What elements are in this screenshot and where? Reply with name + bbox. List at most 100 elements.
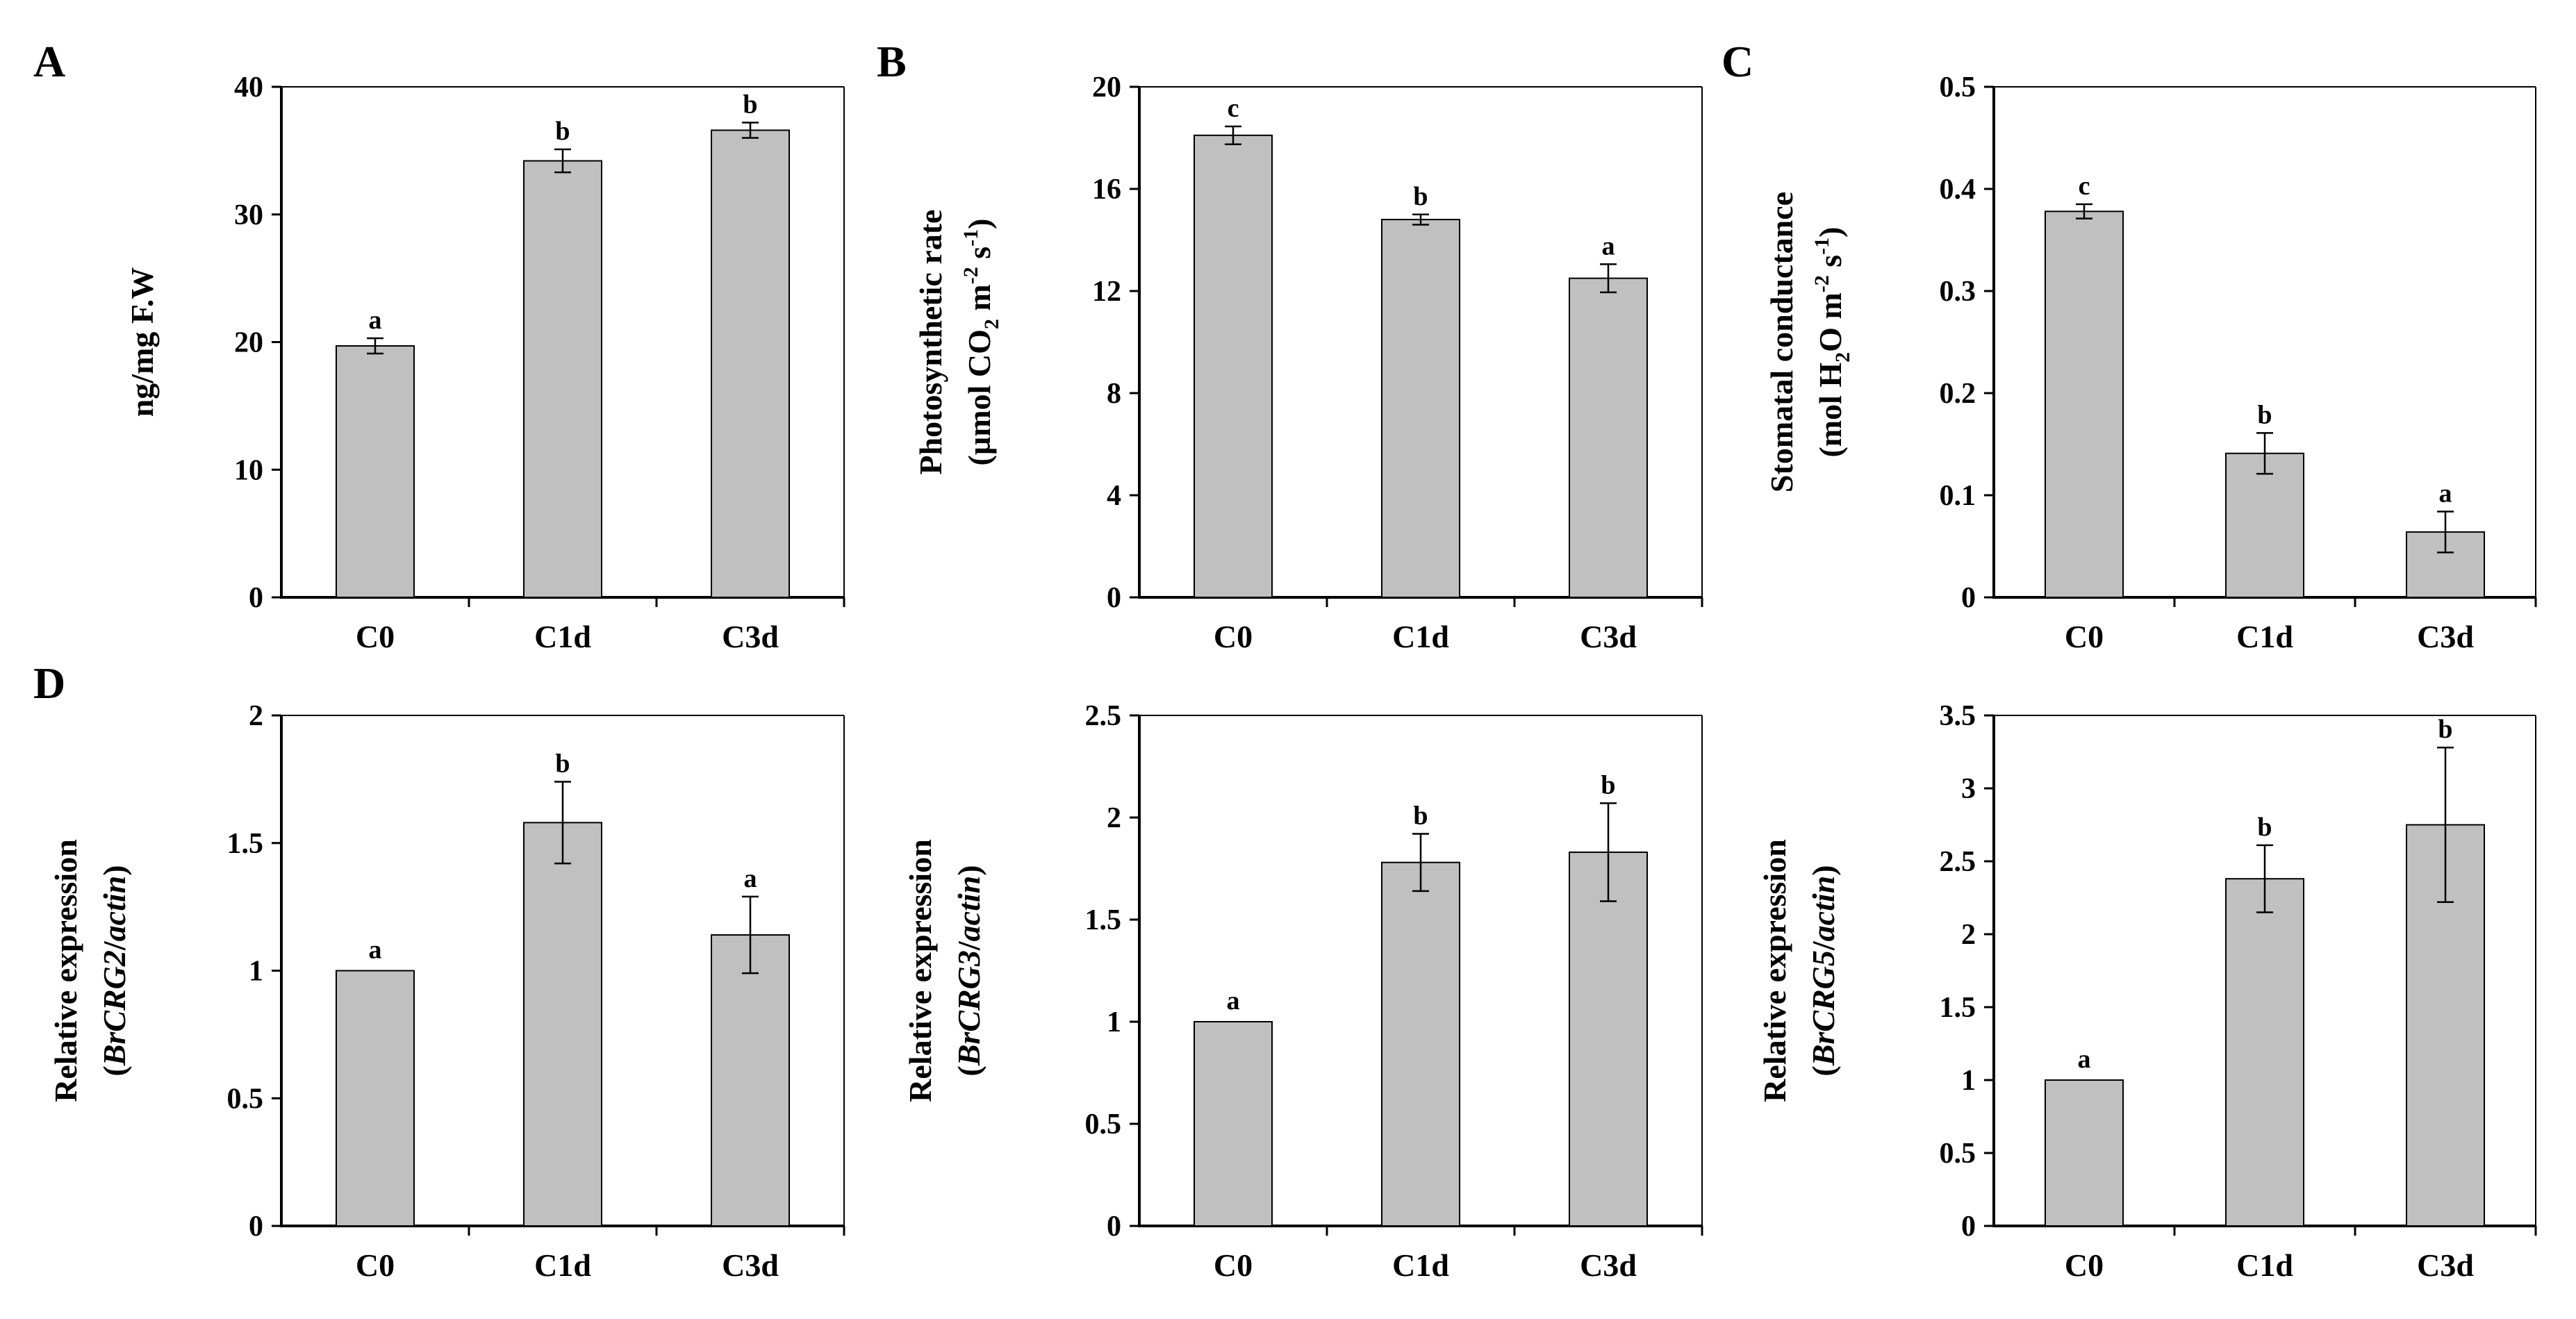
y-axis-title-line-1: Relative expression	[902, 839, 938, 1102]
y-tick-label: 1.5	[1940, 992, 1976, 1024]
y-tick-label: 2	[249, 700, 263, 732]
y-tick-label: 0.5	[1085, 1109, 1122, 1140]
y-tick-label: 0.5	[1940, 1138, 1976, 1170]
x-tick-label-C3d: C3d	[1580, 1247, 1637, 1283]
y-tick-label: 3.5	[1940, 700, 1976, 732]
bar-C0	[2045, 210, 2124, 598]
y-tick-label: 1.5	[227, 828, 264, 860]
significance-label-C1d: b	[1413, 182, 1428, 211]
bar-C1d	[523, 822, 602, 1227]
significance-label-C0: a	[369, 936, 382, 965]
x-tick-label-C3d: C3d	[2417, 619, 2474, 654]
significance-label-C3d: a	[1602, 231, 1615, 260]
chart-panel-D2: 0 0.5 1 1.5 2 2.5 a C0 b C1d b C3d Relative expressi…	[902, 700, 1703, 1283]
y-tick-label: 0	[1961, 582, 1976, 614]
significance-label-C3d: a	[2439, 479, 2452, 508]
y-tick-label: 0.5	[227, 1083, 264, 1115]
y-axis-title-line-2: (BrCRG2/actin)	[97, 865, 132, 1076]
x-tick-label-C1d: C1d	[2236, 619, 2293, 654]
x-tick-label-C1d: C1d	[1392, 1247, 1449, 1283]
bar-C1d	[523, 160, 602, 598]
significance-label-C0: c	[2079, 172, 2090, 201]
x-tick-label-C0: C0	[2065, 1247, 2104, 1283]
y-tick-label: 0	[249, 582, 263, 614]
bar-C3d	[1569, 277, 1648, 599]
chart-panel-D3: 0 0.5 1 1.5 2 2.5 3 3.5 a C0 b C1d b C3d Relative expr…	[1757, 700, 2537, 1283]
bar-C1d	[1381, 219, 1460, 599]
x-tick-label-C0: C0	[2065, 619, 2104, 654]
bar-C0	[336, 345, 415, 598]
bar-C0	[2045, 1079, 2124, 1227]
y-tick-label: 4	[1107, 480, 1121, 512]
y-tick-label: 0	[1961, 1211, 1976, 1243]
x-tick-label-C0: C0	[1214, 1247, 1253, 1283]
y-axis-title-line-2: (BrCRG3/actin)	[951, 865, 986, 1076]
bar-C3d	[711, 934, 790, 1227]
significance-label-C1d: b	[1413, 802, 1428, 831]
y-axis-title-line-1: Stomatal conductance	[1764, 192, 1799, 492]
y-tick-label: 0.4	[1940, 174, 1976, 206]
panel-label-B: B	[877, 37, 907, 86]
significance-label-C1d: b	[2257, 813, 2272, 842]
y-tick-label: 2.5	[1085, 700, 1122, 732]
y-tick-label: 1	[1961, 1065, 1976, 1097]
y-axis-title-line-2: (µmol CO2 m-2 s-1)	[959, 219, 1003, 466]
x-tick-label-C3d: C3d	[1580, 619, 1637, 654]
y-tick-label: 8	[1107, 378, 1121, 410]
y-tick-label: 1	[249, 956, 263, 988]
y-tick-label: 0	[1107, 1211, 1121, 1243]
y-axis-title-line-2: (BrCRG5/actin)	[1806, 865, 1841, 1076]
y-tick-label: 16	[1092, 174, 1121, 206]
significance-label-C1d: b	[555, 749, 570, 779]
y-tick-label: 2.5	[1940, 846, 1976, 878]
x-tick-label-C3d: C3d	[2417, 1247, 2474, 1283]
y-tick-label: 2	[1961, 919, 1976, 951]
y-tick-label: 0.1	[1940, 480, 1976, 512]
x-tick-label-C1d: C1d	[2236, 1247, 2293, 1283]
significance-label-C3d: a	[744, 864, 757, 893]
y-tick-label: 1	[1107, 1006, 1121, 1038]
y-axis-title-line-1: Photosynthetic rate	[913, 210, 948, 475]
x-tick-label-C1d: C1d	[534, 1247, 591, 1283]
y-axis-title-line-1: ng/mg F.W	[124, 267, 160, 417]
x-tick-label-C0: C0	[356, 1247, 395, 1283]
bar-C3d	[711, 129, 790, 599]
x-tick-label-C3d: C3d	[722, 619, 779, 654]
x-tick-label-C3d: C3d	[722, 1247, 779, 1283]
panel-label-C: C	[1722, 37, 1753, 86]
significance-label-C1d: b	[2257, 400, 2272, 429]
y-tick-label: 0.5	[1940, 72, 1976, 103]
panel-label-A: A	[33, 37, 65, 86]
significance-label-C1d: b	[555, 117, 570, 146]
bar-C0	[1194, 1021, 1273, 1227]
significance-label-C0: a	[1227, 986, 1240, 1015]
y-tick-label: 20	[234, 327, 263, 359]
bar-C3d	[1569, 851, 1648, 1227]
chart-panel-B: 0 4 8 12 16 20 c C0 b C1d a C3d Photosynthetic rate (…	[877, 37, 1703, 654]
significance-label-C0: c	[1228, 94, 1239, 123]
y-tick-label: 3	[1961, 773, 1976, 805]
chart-panel-A: 0 10 20 30 40 a C0 b C1d b C3d ng/mg F.W A	[33, 37, 845, 654]
y-tick-label: 10	[234, 454, 263, 486]
y-tick-label: 0.2	[1940, 378, 1976, 410]
chart-panel-D1: 0 0.5 1 1.5 2 a C0 b C1d a C3d Relative expression (…	[33, 658, 845, 1283]
bar-C0	[336, 970, 415, 1227]
y-tick-label: 2	[1107, 802, 1121, 834]
bar-C1d	[1381, 861, 1460, 1227]
significance-label-C3d: b	[2438, 715, 2452, 744]
x-tick-label-C0: C0	[1214, 619, 1253, 654]
significance-label-C3d: b	[743, 90, 757, 119]
y-tick-label: 0	[1107, 582, 1121, 614]
y-tick-label: 30	[234, 199, 263, 231]
significance-label-C3d: b	[1601, 770, 1615, 799]
significance-label-C0: a	[2078, 1045, 2091, 1074]
y-tick-label: 1.5	[1085, 904, 1122, 936]
x-tick-label-C0: C0	[356, 619, 395, 654]
significance-label-C0: a	[369, 306, 382, 335]
x-tick-label-C1d: C1d	[1392, 619, 1449, 654]
y-axis-title-line-1: Relative expression	[1757, 839, 1792, 1102]
bar-C0	[1194, 134, 1273, 598]
y-tick-label: 20	[1092, 72, 1121, 103]
y-tick-label: 0.3	[1940, 276, 1976, 308]
